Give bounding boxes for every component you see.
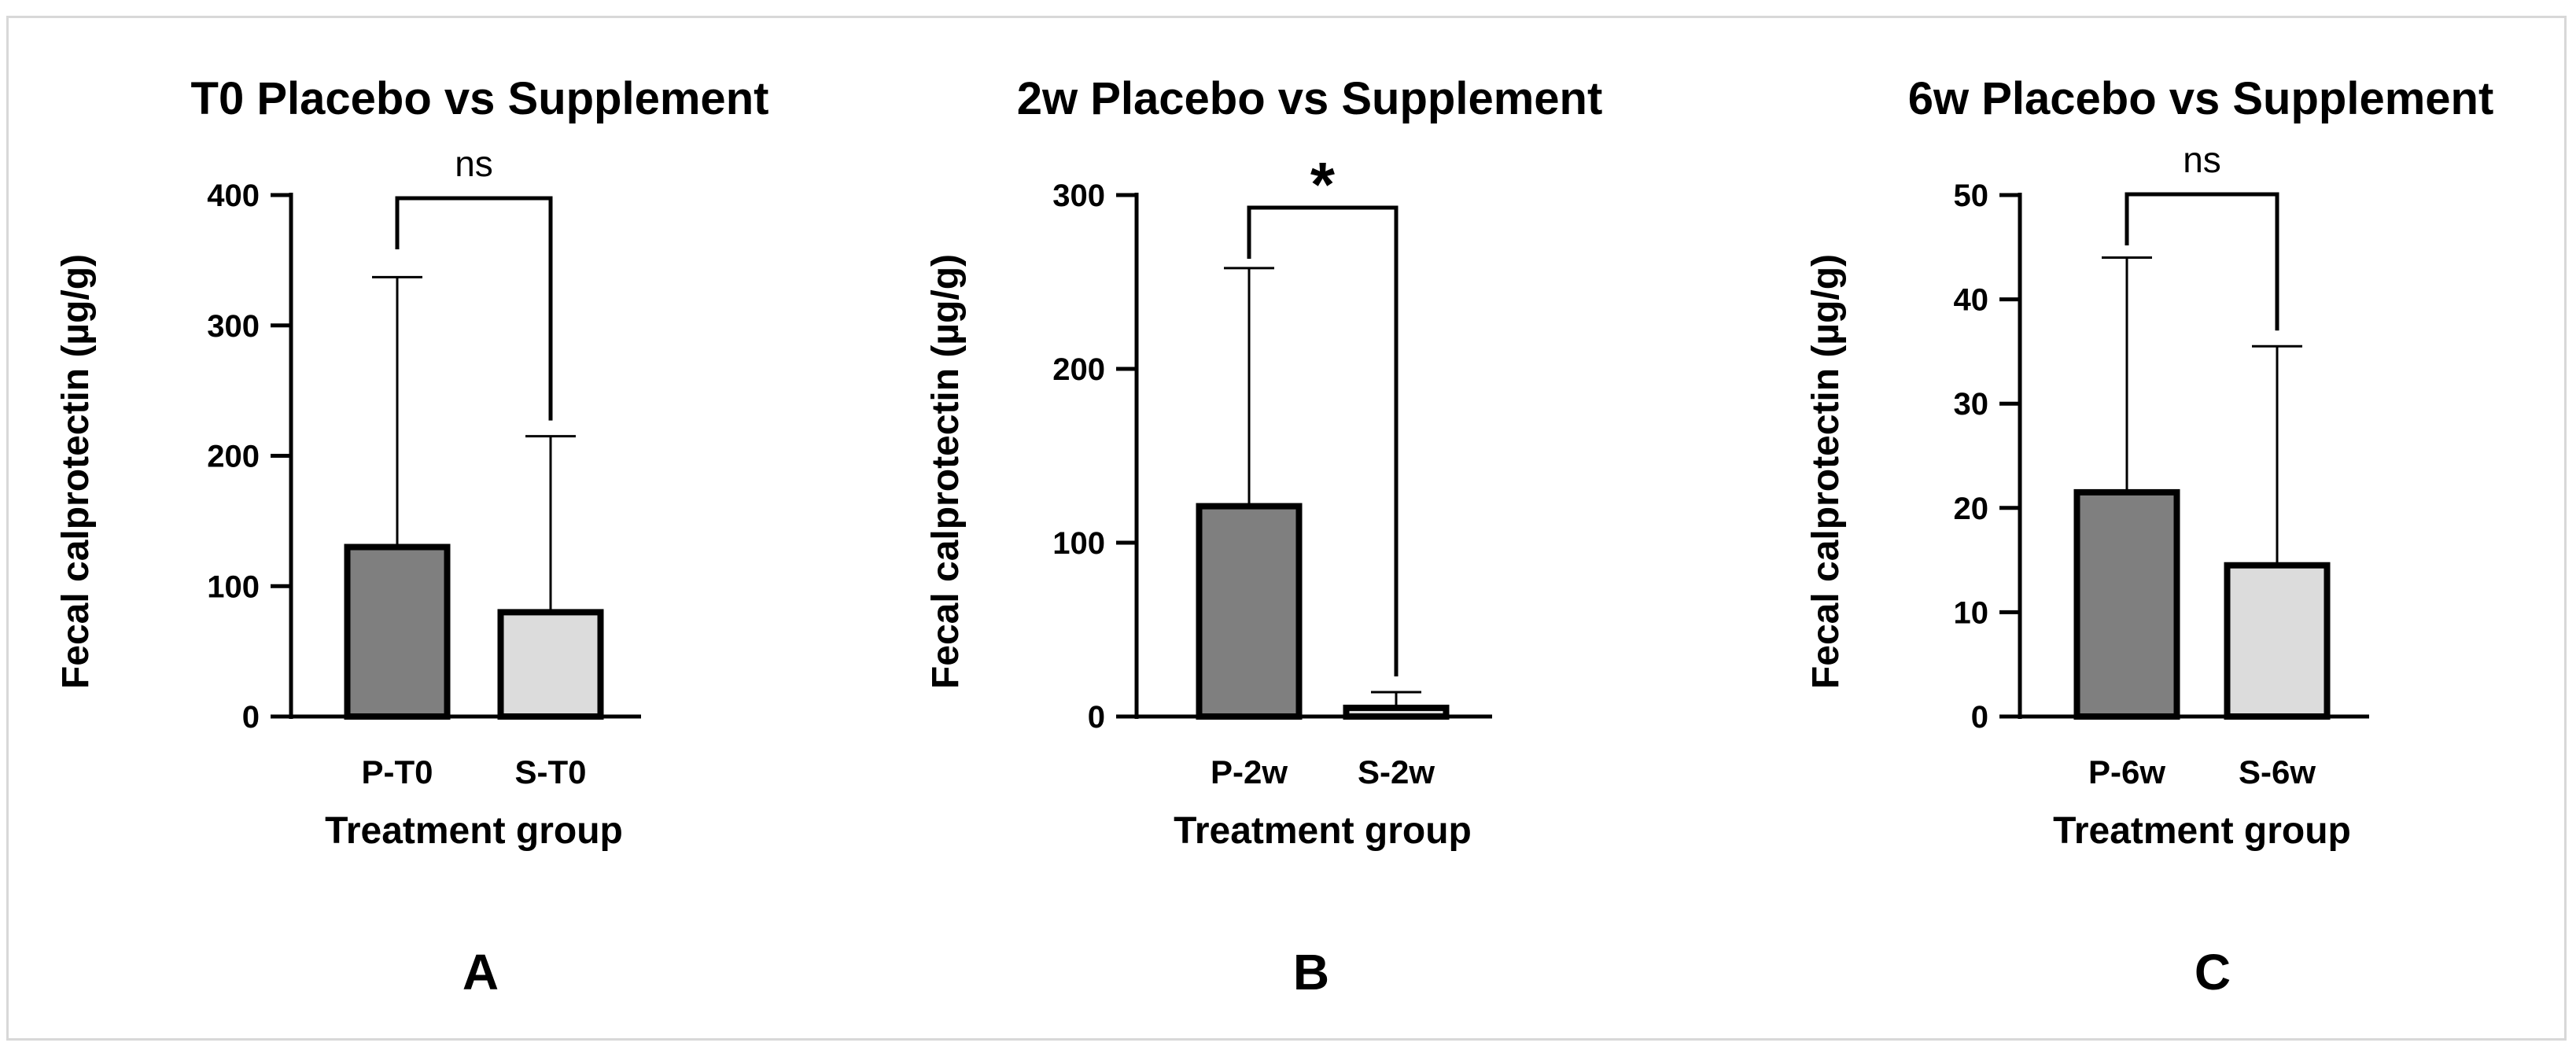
panel-letter: B — [1293, 944, 1329, 1000]
significance-bracket — [1247, 205, 1399, 677]
y-tick-label: 0 — [1971, 700, 1988, 735]
x-tick-label: S-2w — [1358, 753, 1435, 790]
x-tick-label: S-T0 — [514, 753, 586, 790]
chart-panel-b: 2w Placebo vs Supplement 0 100 200 300 P-2w S-… — [925, 73, 1602, 1000]
y-tick-label: 10 — [1954, 595, 1989, 630]
bar-s-6w — [2224, 562, 2331, 720]
chart-panel-a: T0 Placebo vs Supplement 0 100 200 300 400 P-T… — [55, 73, 768, 1000]
bar-p-6w — [2073, 488, 2180, 720]
significance-label: * — [1310, 149, 1336, 219]
bar-s-2w — [1343, 704, 1450, 720]
x-axis-title: Treatment group — [1174, 810, 1472, 852]
y-tick-label: 40 — [1954, 283, 1989, 318]
significance-label: ns — [455, 143, 493, 184]
x-tick-label: P-2w — [1211, 753, 1288, 790]
panel-letter: C — [2195, 944, 2231, 1000]
x-axis-title: Treatment group — [325, 810, 623, 852]
x-axis-title: Treatment group — [2053, 810, 2351, 852]
y-tick-label: 200 — [1052, 352, 1105, 387]
y-tick-label: 300 — [207, 309, 260, 344]
x-tick-label: P-6w — [2088, 753, 2165, 790]
chart-title: 2w Placebo vs Supplement — [1017, 73, 1603, 124]
y-tick-label: 200 — [207, 440, 260, 474]
significance-label: ns — [2183, 139, 2221, 180]
y-tick-label: 50 — [1954, 179, 1989, 213]
significance-bracket — [2125, 192, 2279, 331]
y-tick-label: 300 — [1052, 179, 1105, 213]
figure-frame — [6, 16, 2567, 1041]
y-tick-label: 100 — [1052, 526, 1105, 561]
x-tick-label: S-6w — [2239, 753, 2316, 790]
y-tick-label: 0 — [242, 700, 260, 735]
bar-p-t0 — [344, 543, 451, 720]
y-tick-label: 0 — [1088, 700, 1105, 735]
panel-letter: A — [463, 944, 499, 1000]
bar-p-2w — [1196, 503, 1303, 720]
y-axis-title: Fecal calprotectin (µg/g) — [1805, 254, 1847, 689]
chart-panel-c: 6w Placebo vs Supplement 0 10 20 30 40 50 P-6w S… — [1805, 73, 2493, 1000]
y-axis-title: Fecal calprotectin (µg/g) — [925, 254, 967, 689]
y-tick-label: 20 — [1954, 492, 1989, 526]
y-tick-label: 30 — [1954, 387, 1989, 422]
chart-title: T0 Placebo vs Supplement — [191, 73, 769, 124]
chart-title: 6w Placebo vs Supplement — [1908, 73, 2494, 124]
y-tick-label: 100 — [207, 569, 260, 604]
y-tick-label: 400 — [207, 179, 260, 213]
bar-s-t0 — [497, 609, 604, 720]
significance-bracket — [395, 196, 553, 421]
x-tick-label: P-T0 — [361, 753, 433, 790]
y-axis-title: Fecal calprotectin (µg/g) — [55, 254, 97, 689]
